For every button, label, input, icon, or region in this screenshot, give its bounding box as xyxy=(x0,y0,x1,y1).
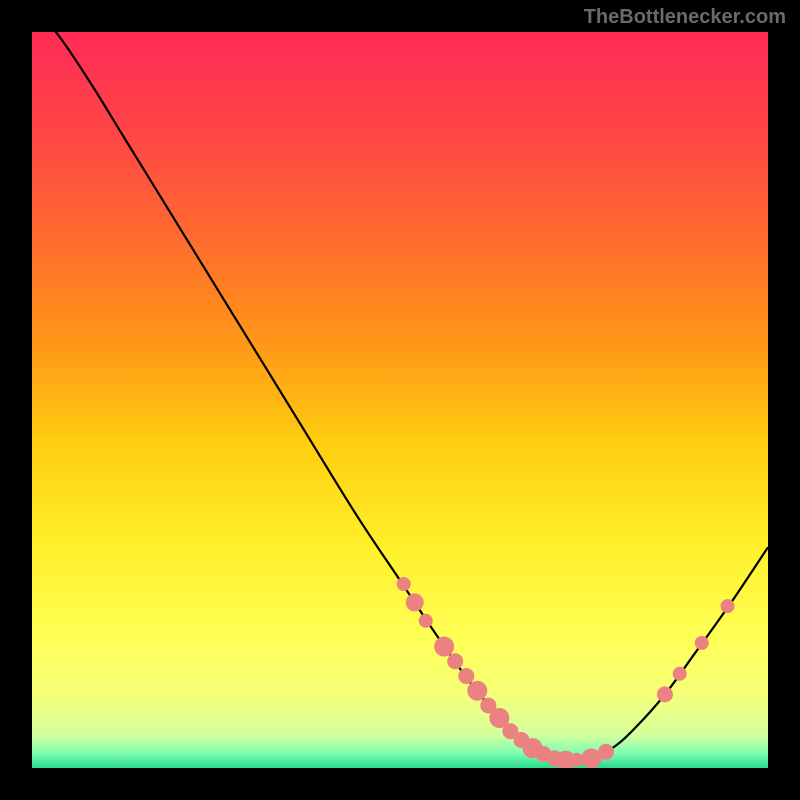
curve-marker xyxy=(406,593,424,611)
curve-marker xyxy=(598,744,614,760)
curve-marker xyxy=(419,614,433,628)
curve-marker xyxy=(434,637,454,657)
curve-marker xyxy=(458,668,474,684)
curve-marker xyxy=(695,636,709,650)
curve-markers xyxy=(32,32,768,768)
curve-marker xyxy=(467,681,487,701)
curve-marker xyxy=(397,577,411,591)
curve-marker xyxy=(673,667,687,681)
plot-area xyxy=(32,32,768,768)
watermark-text: TheBottlenecker.com xyxy=(584,6,786,29)
curve-marker xyxy=(447,653,463,669)
curve-marker xyxy=(721,599,735,613)
curve-marker xyxy=(657,686,673,702)
